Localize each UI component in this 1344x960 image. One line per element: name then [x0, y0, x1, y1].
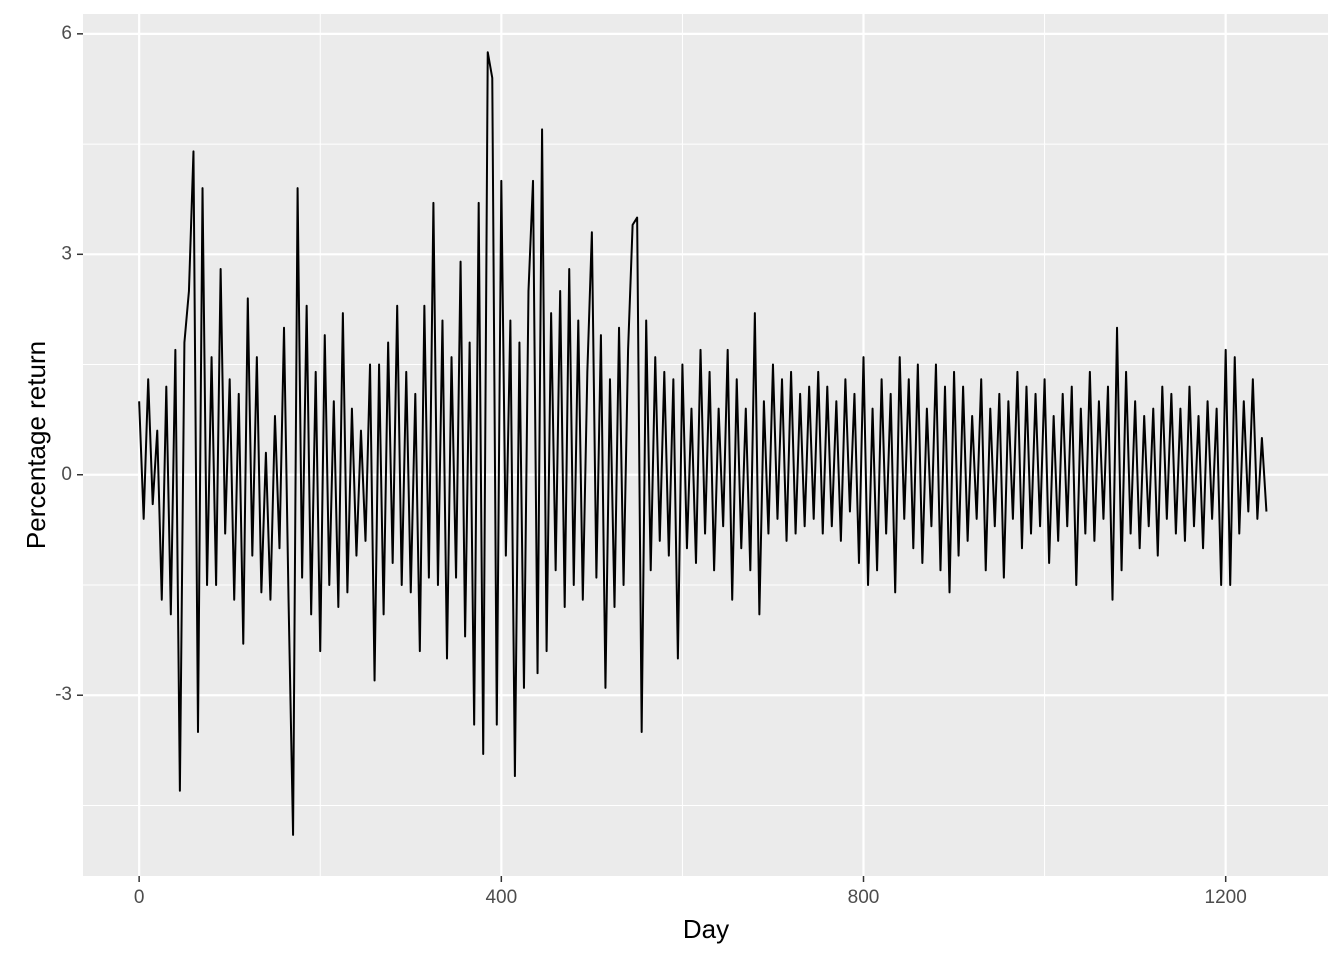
data-line	[138, 51, 1268, 836]
y-axis-title: Percentage return	[21, 341, 51, 549]
y-tick-label: -3	[55, 684, 72, 705]
x-axis-title: Day	[683, 914, 729, 944]
panel	[83, 14, 1328, 876]
x-tick-label: 0	[134, 887, 145, 908]
y-tick-label: 6	[61, 23, 72, 44]
plot-area	[138, 51, 1268, 836]
x-tick-label: 800	[848, 887, 880, 908]
y-tick-label: 0	[61, 464, 72, 485]
y-tick-label: 3	[61, 243, 72, 264]
x-tick-label: 1200	[1205, 887, 1247, 908]
x-tick-label: 400	[485, 887, 517, 908]
